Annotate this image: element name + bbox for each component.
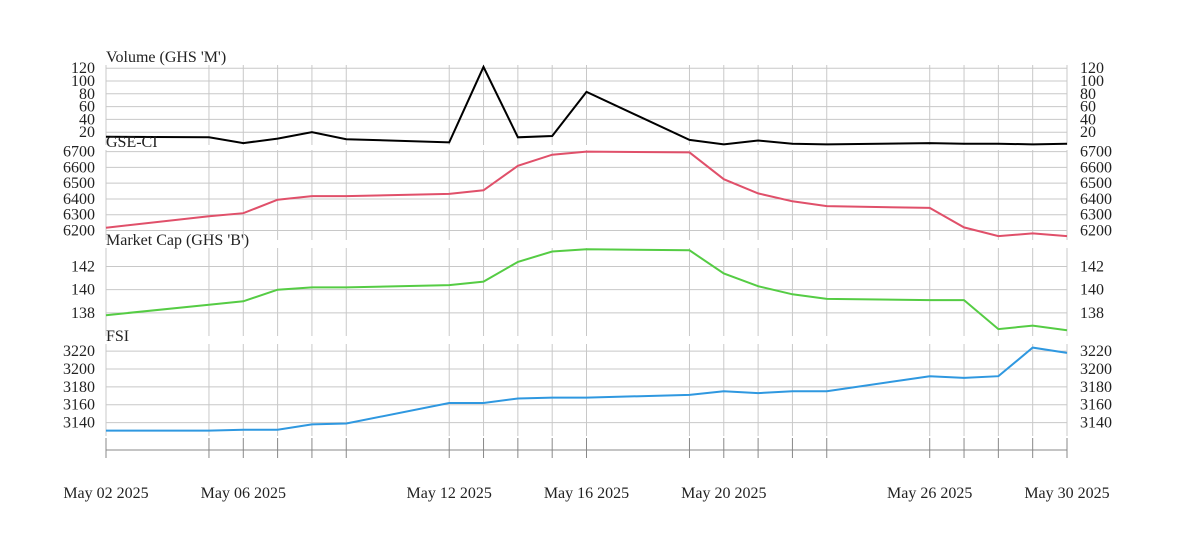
grid-layer	[106, 65, 1067, 436]
x-tick-label: May 16 2025	[544, 485, 629, 502]
y-tick-label-left: 140	[71, 282, 95, 299]
y-tick-label-left: 6700	[63, 144, 95, 161]
y-tick-label-right: 142	[1080, 259, 1104, 276]
panel-title: FSI	[106, 328, 129, 345]
x-tick-label: May 26 2025	[887, 485, 972, 502]
y-tick-label-right: 6400	[1080, 191, 1112, 208]
y-tick-label-right: 6600	[1080, 159, 1112, 176]
y-tick-label-left: 3180	[63, 379, 95, 396]
y-tick-label-left: 142	[71, 259, 95, 276]
x-tick-label: May 06 2025	[201, 485, 286, 502]
y-tick-label-right: 138	[1080, 305, 1104, 322]
y-tick-label-right: 6300	[1080, 207, 1112, 224]
y-tick-label-left: 120	[71, 60, 95, 77]
x-tick-label: May 12 2025	[407, 485, 492, 502]
y-tick-label-right: 3220	[1080, 343, 1112, 360]
y-tick-label-left: 3140	[63, 415, 95, 432]
y-tick-label-left: 6300	[63, 207, 95, 224]
panel-title: Volume (GHS 'M')	[106, 49, 226, 66]
y-tick-label-left: 6400	[63, 191, 95, 208]
y-tick-label-left: 6200	[63, 223, 95, 240]
x-tick-label: May 30 2025	[1024, 485, 1109, 502]
y-tick-label-right: 3140	[1080, 415, 1112, 432]
y-tick-label-right: 6500	[1080, 175, 1112, 192]
y-tick-label-left: 6500	[63, 175, 95, 192]
y-tick-label-right: 3160	[1080, 397, 1112, 414]
y-tick-label-left: 3220	[63, 343, 95, 360]
y-tick-label-right: 3180	[1080, 379, 1112, 396]
y-tick-label-right: 6700	[1080, 144, 1112, 161]
x-tick-label: May 02 2025	[63, 485, 148, 502]
y-tick-label-right: 120	[1080, 60, 1104, 77]
panel-title: GSE-CI	[106, 134, 158, 151]
y-tick-label-left: 3160	[63, 397, 95, 414]
x-tick-label: May 20 2025	[681, 485, 766, 502]
y-tick-label-left: 6600	[63, 159, 95, 176]
y-tick-label-right: 6200	[1080, 223, 1112, 240]
y-tick-label-left: 138	[71, 305, 95, 322]
y-tick-label-right: 3200	[1080, 361, 1112, 378]
y-tick-label-left: 3200	[63, 361, 95, 378]
panel-title: Market Cap (GHS 'B')	[106, 232, 249, 249]
y-tick-label-right: 140	[1080, 282, 1104, 299]
